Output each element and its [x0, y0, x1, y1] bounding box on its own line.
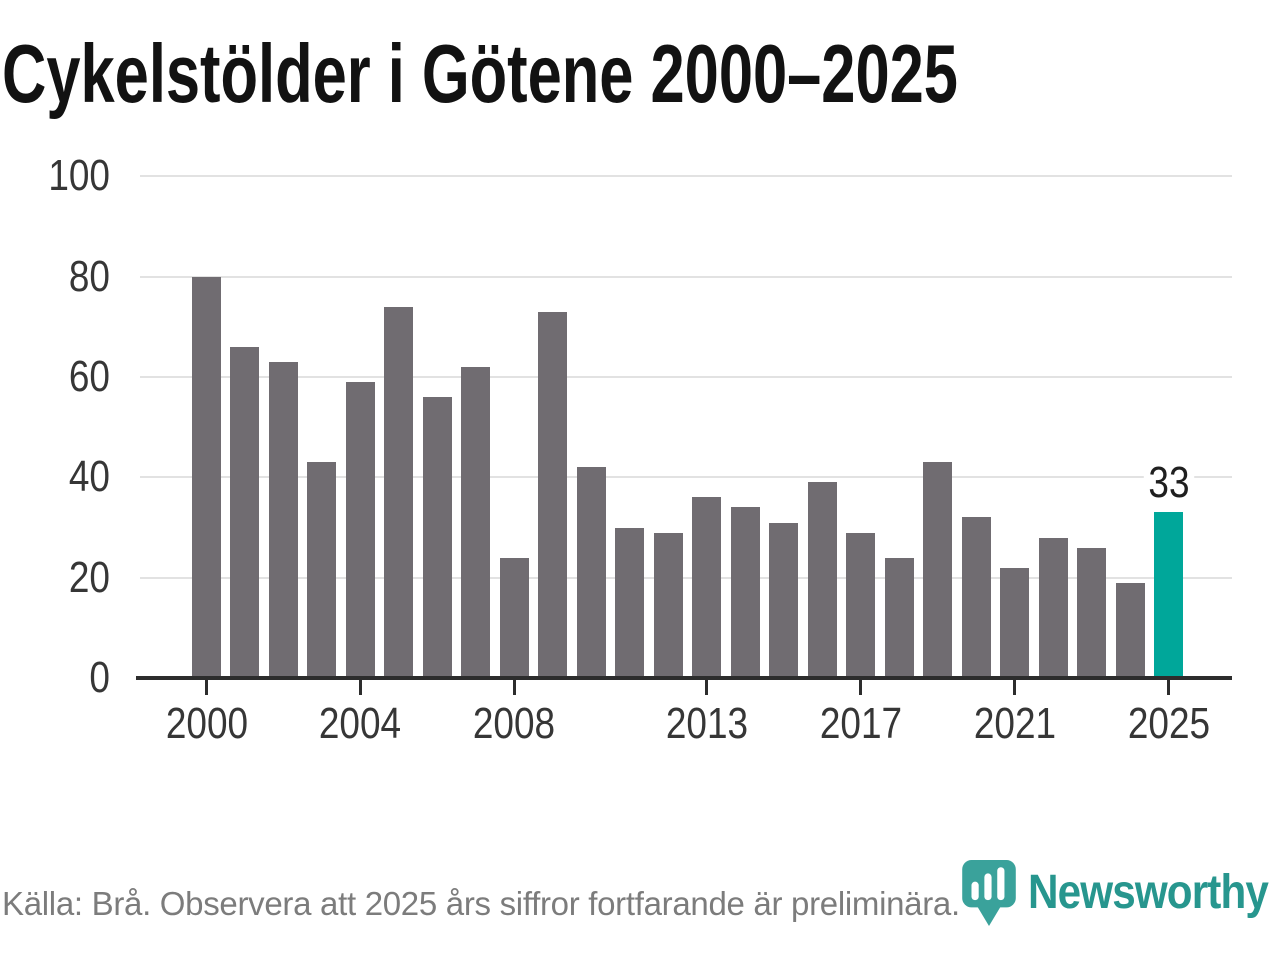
bar-2017: [846, 532, 876, 678]
bar-2019: [923, 462, 953, 678]
x-axis-label: 2000: [165, 699, 248, 748]
source-note: Källa: Brå. Observera att 2025 års siffr…: [2, 885, 960, 922]
bar-2016: [807, 482, 837, 678]
bar-2008: [499, 557, 529, 678]
y-axis-label: 60: [68, 352, 110, 402]
bar-2005: [384, 306, 414, 678]
x-axis-label: 2004: [319, 699, 402, 748]
bar-2007: [461, 367, 491, 678]
newsworthy-wordmark: Newsworthy: [1028, 866, 1269, 919]
bar-2022: [1038, 537, 1068, 678]
x-axis-tick: [1167, 678, 1170, 695]
x-axis-tick: [1013, 678, 1017, 695]
bar-2024: [1115, 582, 1145, 678]
bar-2020: [961, 517, 991, 678]
x-axis-tick: [205, 678, 208, 695]
gridline: [140, 376, 1232, 379]
value-annotation-label: 33: [1142, 458, 1195, 508]
x-axis-label: 2013: [665, 699, 748, 748]
bar-2025: [1154, 512, 1183, 678]
bar-2001: [230, 346, 260, 678]
x-axis-label: 2021: [973, 699, 1056, 748]
x-axis-tick: [705, 678, 709, 695]
bar-2003: [307, 462, 337, 678]
x-axis-label: 2025: [1127, 699, 1210, 748]
y-axis-label: 40: [68, 452, 110, 502]
x-axis-tick: [358, 678, 362, 695]
bar-chart-pin-icon: [962, 860, 1016, 926]
x-axis-line: [136, 676, 1232, 680]
x-axis-tick: [859, 678, 863, 695]
bar-2018: [884, 557, 914, 678]
bar-2012: [653, 532, 683, 678]
gridline: [140, 576, 1232, 579]
value-annotation: 33: [1118, 458, 1219, 508]
bar-2023: [1077, 547, 1107, 678]
gridline: [140, 175, 1232, 178]
gridline: [140, 275, 1232, 278]
chart-title: Cykelstölder i Götene 2000–2025: [2, 27, 958, 120]
bar-2021: [1000, 567, 1030, 678]
bar-2000: [192, 276, 221, 678]
newsworthy-logo: Newsworthy: [962, 858, 1280, 940]
y-axis-label: 0: [89, 653, 110, 702]
x-axis-label: 2008: [473, 699, 556, 748]
gridline: [140, 476, 1232, 479]
y-axis-label: 100: [48, 151, 110, 201]
bar-2013: [692, 497, 722, 678]
bar-2009: [538, 311, 568, 678]
y-axis-label: 20: [68, 552, 110, 602]
bar-2004: [345, 382, 375, 678]
x-axis-tick: [512, 678, 516, 695]
bar-2002: [268, 361, 298, 678]
bar-2010: [576, 467, 606, 678]
y-axis-label: 80: [68, 251, 110, 301]
bar-2011: [615, 527, 645, 678]
x-axis-label: 2017: [819, 699, 902, 748]
bar-2006: [422, 397, 452, 678]
bar-2014: [730, 507, 760, 678]
bar-2015: [769, 522, 799, 678]
